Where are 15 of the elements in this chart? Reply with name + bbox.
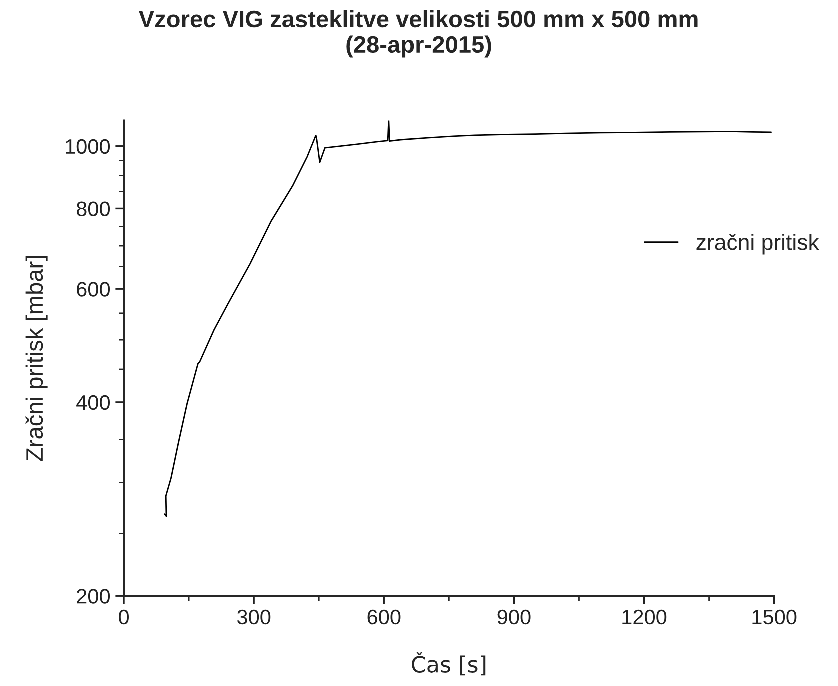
x-tick-label: 300 (238, 610, 271, 625)
x-tick-label: 0 (119, 610, 130, 625)
legend-label: zračni pritisk (696, 234, 820, 255)
y-tick-label: 200 (77, 589, 110, 604)
x-tick-label: 1500 (752, 610, 797, 625)
y-tick-label: 1000 (66, 139, 110, 154)
x-tick-label: 1200 (622, 610, 667, 625)
x-tick-label: 600 (368, 610, 401, 625)
x-axis-title: Čas [s] (412, 652, 486, 676)
chart-title: Vzorec VIG zasteklitve velikosti 500 mm x 500 mm (28-apr-2015) (138, 10, 698, 58)
y-tick-label: 600 (77, 282, 110, 297)
y-tick-label: 800 (76, 202, 110, 216)
y-tick-label: 400 (76, 395, 110, 410)
x-tick-label: 900 (498, 610, 531, 625)
y-axis-title: Zračni pritisk [mbar] (26, 256, 48, 462)
